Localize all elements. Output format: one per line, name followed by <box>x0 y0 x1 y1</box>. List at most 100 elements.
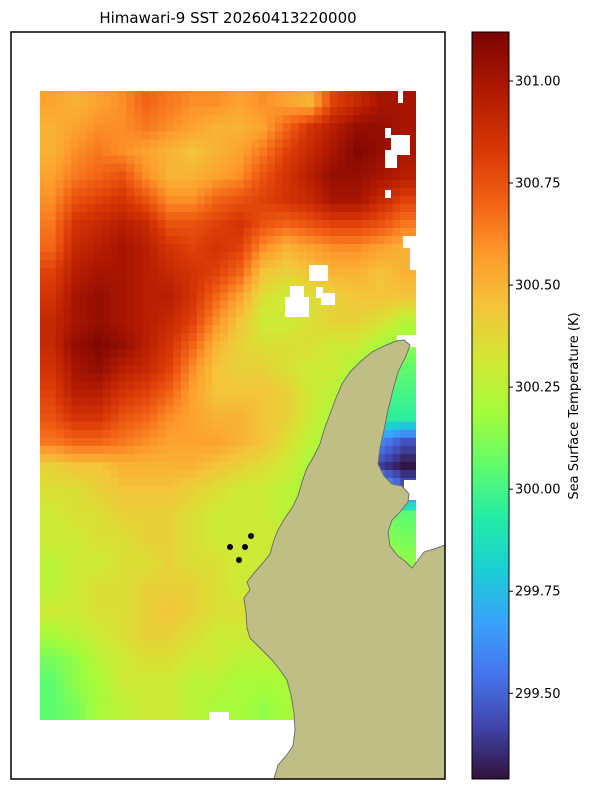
sst-cell <box>126 373 135 382</box>
sst-cell <box>298 268 307 278</box>
sst-cell <box>267 163 276 173</box>
sst-cell <box>157 639 166 649</box>
sst-cell <box>290 365 300 374</box>
sst-cell <box>94 687 104 697</box>
sst-cell <box>235 607 245 616</box>
sst-cell <box>235 228 245 237</box>
sst-cell <box>243 405 253 415</box>
sst-cell <box>220 470 229 479</box>
sst-cell <box>376 171 386 181</box>
sst-cell <box>173 228 182 237</box>
sst-cell <box>314 131 323 140</box>
sst-cell <box>345 252 354 261</box>
sst-cell <box>204 292 213 302</box>
sst-cell <box>196 340 206 350</box>
sst-cell <box>47 316 57 326</box>
sst-cell <box>290 494 300 503</box>
sst-cell <box>220 639 229 649</box>
sst-cell <box>181 566 190 576</box>
sst-cell <box>94 211 104 221</box>
sst-cell <box>47 292 57 302</box>
sst-cell <box>79 324 88 334</box>
sst-cell <box>267 486 276 495</box>
sst-cell <box>157 365 166 374</box>
sst-cell <box>392 518 401 528</box>
sst-cell <box>40 526 49 536</box>
sst-cell <box>251 389 260 399</box>
sst-cell <box>118 687 127 697</box>
sst-cell <box>220 494 229 503</box>
sst-cell <box>282 236 292 245</box>
sst-cell <box>55 349 65 358</box>
sst-cell <box>87 607 96 616</box>
sst-cell <box>55 631 65 640</box>
sst-cell <box>290 381 300 390</box>
sst-cell <box>267 284 276 294</box>
sst-cell <box>235 486 245 495</box>
sst-cell <box>181 695 190 705</box>
sst-cell <box>141 534 151 544</box>
sst-cell <box>361 316 370 326</box>
sst-cell <box>55 365 65 374</box>
sst-cell <box>361 211 370 221</box>
sst-cell <box>102 260 112 270</box>
sst-cell <box>173 155 182 165</box>
sst-cell <box>94 244 104 253</box>
sst-cell <box>345 195 354 205</box>
sst-cell <box>369 99 378 108</box>
gap <box>385 128 391 138</box>
sst-cell <box>47 405 57 415</box>
sst-cell <box>188 389 198 399</box>
sst-cell <box>149 687 159 697</box>
sst-cell <box>188 292 198 302</box>
sst-cell <box>40 300 49 310</box>
sst-cell <box>329 308 339 318</box>
sst-cell <box>134 308 143 318</box>
sst-cell <box>188 502 198 511</box>
sst-cell <box>157 340 166 350</box>
sst-cell <box>149 195 159 205</box>
sst-cell <box>235 574 245 584</box>
sst-cell <box>243 332 253 342</box>
sst-cell <box>79 703 88 713</box>
sst-cell <box>282 163 292 173</box>
sst-cell <box>306 195 315 205</box>
sst-cell <box>243 582 253 592</box>
sst-cell <box>345 123 354 132</box>
sst-cell <box>228 550 237 560</box>
sst-cell <box>212 268 221 278</box>
sst-cell <box>79 211 88 221</box>
sst-cell <box>220 155 229 165</box>
sst-cell <box>369 252 378 261</box>
sst-cell <box>400 123 409 132</box>
sst-cell <box>228 405 237 415</box>
sst-cell <box>376 292 386 302</box>
sst-cell <box>55 171 65 181</box>
sst-cell <box>118 623 127 632</box>
sst-cell <box>181 276 190 286</box>
sst-cell <box>228 582 237 592</box>
sst-cell <box>392 389 401 399</box>
sst-cell <box>376 228 386 237</box>
sst-cell <box>165 711 174 720</box>
sst-cell <box>345 187 354 197</box>
sst-cell <box>118 413 127 423</box>
sst-cell <box>251 453 260 463</box>
sst-cell <box>102 461 112 471</box>
sst-cell <box>181 655 190 665</box>
sst-cell <box>71 671 80 681</box>
sst-cell <box>267 405 276 415</box>
sst-cell <box>149 550 159 560</box>
sst-cell <box>87 292 96 302</box>
sst-cell <box>40 486 49 495</box>
sst-cell <box>71 470 80 479</box>
sst-cell <box>275 308 284 318</box>
sst-cell <box>345 171 354 181</box>
sst-cell <box>134 147 143 157</box>
sst-cell <box>149 155 159 165</box>
sst-cell <box>337 195 347 205</box>
sst-cell <box>102 389 112 399</box>
sst-cell <box>306 397 315 407</box>
sst-cell <box>71 607 80 616</box>
sst-cell <box>188 615 198 624</box>
